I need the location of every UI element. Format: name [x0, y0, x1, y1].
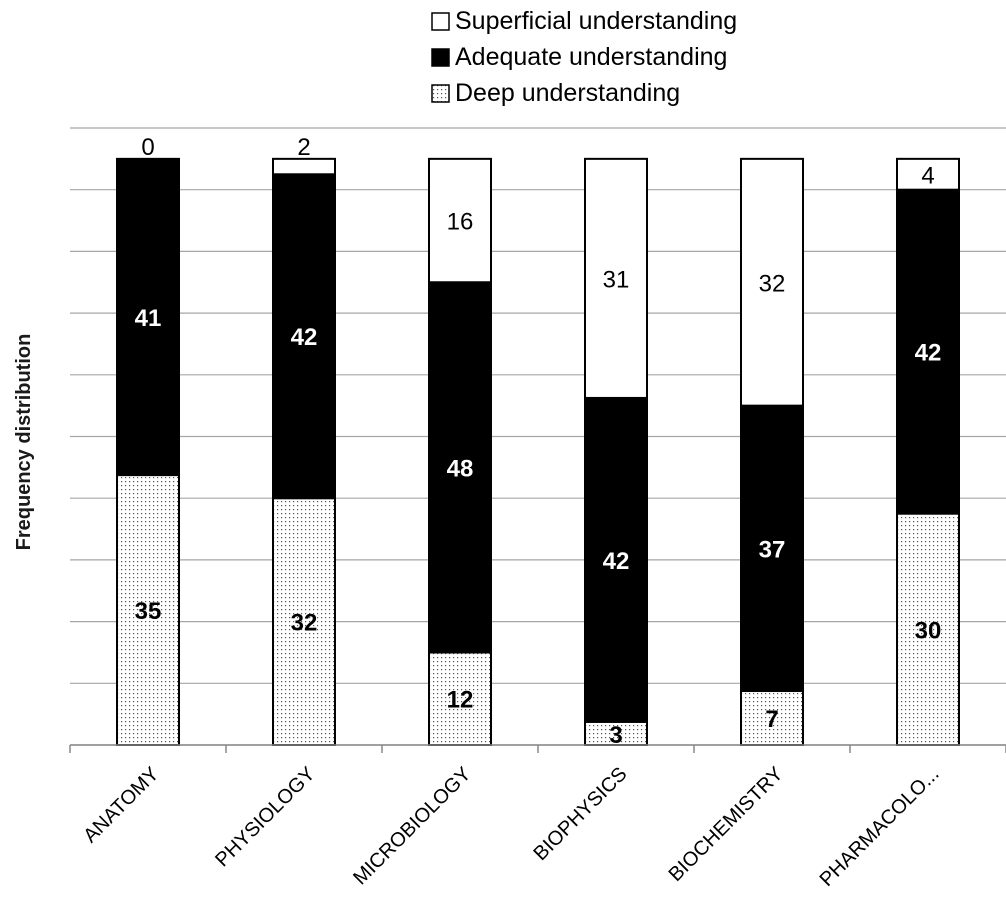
data-label-adequate-understanding-pharmacolo: 42: [915, 340, 942, 367]
data-label-superficial-understanding-physiology: 2: [297, 134, 310, 161]
data-label-adequate-understanding-anatomy: 41: [135, 305, 162, 332]
x-tick-label-anatomy: ANATOMY: [79, 763, 163, 847]
x-tick-label-biophysics: BIOPHYSICS: [530, 763, 632, 865]
data-label-superficial-understanding-anatomy: 0: [141, 134, 154, 161]
x-tick-label-pharmacolo: PHARMACOLO...: [816, 763, 944, 891]
gridlines: [70, 127, 1006, 746]
bar-superficial-understanding-biophysics: [584, 157, 648, 399]
legend: Superficial understanding Adequate unders…: [431, 7, 737, 107]
data-label-superficial-understanding-biophysics: 31: [603, 266, 630, 293]
legend-label-deep-understanding: Deep understanding: [455, 79, 680, 107]
x-tick-label-microbiology: MICROBIOLOGY: [349, 763, 475, 889]
bar-superficial-understanding-microbiology: [428, 157, 492, 284]
x-tick-label-biochemistry: BIOCHEMISTRY: [665, 763, 788, 886]
data-label-superficial-understanding-pharmacolo: 4: [921, 162, 934, 189]
bar-adequate-understanding-physiology: [272, 173, 336, 500]
bar-adequate-understanding-biochemistry: [740, 404, 804, 693]
bar-adequate-understanding-anatomy: [116, 157, 180, 477]
bars: 35 41 0 32 42 2 12 48 16 3 42 31 7 37 32 30 42 4: [116, 134, 960, 749]
bar-superficial-understanding-biochemistry: [740, 157, 804, 407]
data-label-superficial-understanding-biochemistry: 32: [759, 270, 786, 297]
bar-deep-understanding-physiology: [272, 497, 336, 747]
legend-label-adequate-understanding: Adequate understanding: [455, 43, 727, 71]
bar-superficial-understanding-pharmacolo: [896, 157, 960, 191]
legend-swatch-deep-understanding: [431, 84, 450, 103]
x-axis: ANATOMY PHYSIOLOGY MICROBIOLOGY BIOPHYSICS B…: [69, 744, 1006, 891]
data-label-deep-understanding-anatomy: 35: [135, 598, 162, 625]
legend-swatch-superficial-understanding: [431, 12, 450, 31]
data-label-adequate-understanding-physiology: 42: [291, 324, 318, 351]
data-label-deep-understanding-microbiology: 12: [447, 687, 474, 714]
bar-deep-understanding-biochemistry: [740, 690, 804, 747]
data-label-adequate-understanding-biochemistry: 37: [759, 536, 786, 563]
data-label-adequate-understanding-biophysics: 42: [603, 548, 630, 575]
bar-deep-understanding-anatomy: [116, 474, 180, 746]
y-axis-label: Frequency distribution: [13, 334, 35, 551]
bar-superficial-understanding-physiology: [272, 157, 336, 176]
data-label-superficial-understanding-microbiology: 16: [447, 209, 474, 236]
x-tick-label-physiology: PHYSIOLOGY: [211, 763, 319, 871]
data-label-deep-understanding-physiology: 32: [291, 610, 318, 637]
bar-adequate-understanding-pharmacolo: [896, 188, 960, 515]
bar-deep-understanding-microbiology: [428, 651, 492, 747]
legend-swatch-adequate-understanding: [431, 48, 450, 67]
data-label-adequate-understanding-microbiology: 48: [447, 455, 474, 482]
data-label-deep-understanding-biochemistry: 7: [765, 706, 778, 733]
bar-adequate-understanding-biophysics: [584, 396, 648, 723]
legend-label-superficial-understanding: Superficial understanding: [455, 7, 737, 35]
data-label-deep-understanding-biophysics: 3: [609, 722, 622, 749]
data-label-deep-understanding-pharmacolo: 30: [915, 617, 942, 644]
